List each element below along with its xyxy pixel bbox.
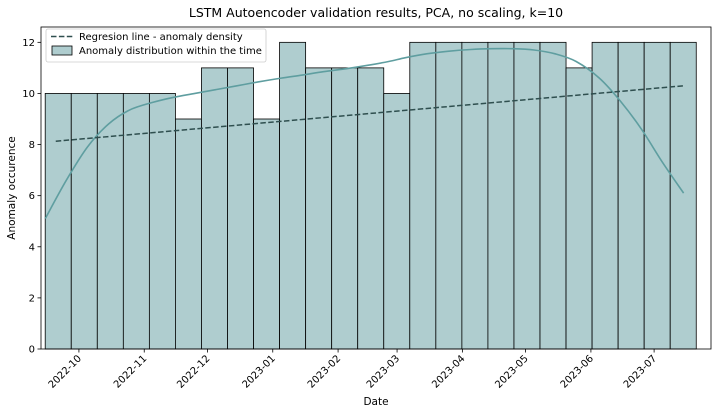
regression-line xyxy=(55,85,684,142)
y-axis-label: Anomaly occurence xyxy=(6,136,18,239)
histogram-bar xyxy=(201,67,228,350)
legend-frame xyxy=(45,28,267,63)
y-tick-label: 0 xyxy=(29,345,35,356)
histogram-bar xyxy=(409,41,437,350)
histogram-bar xyxy=(435,41,463,350)
histogram-bar xyxy=(513,41,541,350)
histogram-bar xyxy=(331,67,359,350)
histogram-bar xyxy=(122,93,150,350)
y-tick-label: 6 xyxy=(29,191,35,202)
histogram-bar xyxy=(279,41,307,350)
chart-title: LSTM Autoencoder validation results, PCA… xyxy=(189,5,563,20)
histogram-bar xyxy=(487,41,515,350)
histogram-bar xyxy=(461,41,489,350)
histogram-bar xyxy=(253,118,280,350)
histogram-bar xyxy=(565,67,593,350)
legend-histogram-label: Anomaly distribution within the time xyxy=(79,46,262,57)
y-tick-label: 4 xyxy=(29,242,35,253)
kde-curve xyxy=(44,47,685,220)
plot-frame xyxy=(40,26,712,350)
histogram-bar xyxy=(44,93,72,350)
legend: Regresion line - anomaly density Anomaly… xyxy=(45,28,267,63)
y-tick-label: 8 xyxy=(29,140,35,151)
y-tick-label: 10 xyxy=(22,89,35,100)
histogram-bar xyxy=(539,41,567,350)
histogram-bars xyxy=(44,41,697,350)
histogram-bar xyxy=(175,118,202,350)
histogram-bar xyxy=(591,41,619,350)
histogram-bar xyxy=(305,67,333,350)
histogram-bar xyxy=(669,41,697,350)
histogram-bar xyxy=(383,93,411,350)
legend-regression-label: Regresion line - anomaly density xyxy=(79,32,243,43)
histogram-bar xyxy=(643,41,671,350)
histogram-bar xyxy=(70,93,98,350)
x-axis-label: Date xyxy=(363,396,388,408)
y-axis: 0 2 4 6 8 10 12 xyxy=(22,38,41,356)
legend-histogram-swatch xyxy=(51,45,73,56)
histogram-bar xyxy=(617,41,645,350)
y-tick-label: 12 xyxy=(22,38,35,49)
histogram-bar xyxy=(357,67,385,350)
histogram-bar xyxy=(227,67,254,350)
y-tick-label: 2 xyxy=(29,293,35,304)
